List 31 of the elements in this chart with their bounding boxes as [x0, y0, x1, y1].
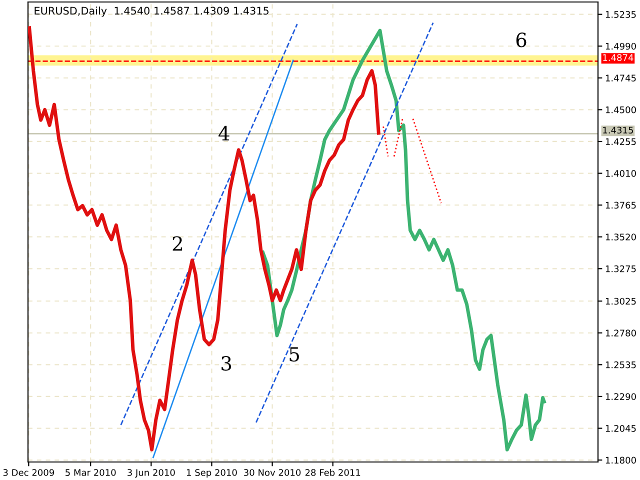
- y-tick-label: 1.5235: [606, 11, 636, 18]
- x-tick-label: 3 Dec 2009: [3, 469, 54, 476]
- y-tick-label: 1.4990: [606, 42, 636, 50]
- y-tick-label: 1.2290: [606, 393, 636, 400]
- y-tick-label: 1.3275: [606, 265, 636, 272]
- y-tick-label: 1.4255: [606, 138, 636, 146]
- annotation: 5: [290, 347, 299, 362]
- y-tick-label: 1.2045: [606, 424, 636, 432]
- line-series: [28, 26, 380, 452]
- x-tick-label: 30 Nov 2010: [244, 469, 301, 476]
- y-tick-label: 1.2535: [606, 361, 636, 368]
- chart-title: EURUSD,Daily 1.4540 1.4587 1.4309 1.4315: [34, 6, 269, 17]
- ref-line-label: 1.4874: [603, 54, 634, 62]
- x-tick-label: 5 Mar 2010: [66, 469, 116, 476]
- y-tick-label: 1.4010: [606, 170, 636, 177]
- y-tick-label: 1.4745: [606, 74, 636, 82]
- x-tick-label: 1 Sep 2010: [186, 469, 237, 478]
- annotation: 4: [218, 126, 230, 140]
- x-tick-label: 28 Feb 2011: [305, 468, 360, 476]
- annotation: 2: [172, 236, 182, 251]
- ref-line-label: 1.4315: [603, 126, 633, 134]
- annotation: 6: [516, 32, 526, 48]
- y-tick-label: 1.3520: [606, 234, 636, 240]
- annotation: 3: [222, 356, 232, 371]
- x-tick-label: 3 Jun 2010: [128, 469, 175, 478]
- y-tick-label: 1.3025: [606, 298, 636, 305]
- y-tick-label: 1.1800: [606, 456, 636, 464]
- y-tick-label: 1.4500: [606, 106, 636, 114]
- line-series: [261, 28, 546, 452]
- y-tick-label: 1.3765: [606, 202, 636, 209]
- y-tick-label: 1.2780: [606, 330, 636, 336]
